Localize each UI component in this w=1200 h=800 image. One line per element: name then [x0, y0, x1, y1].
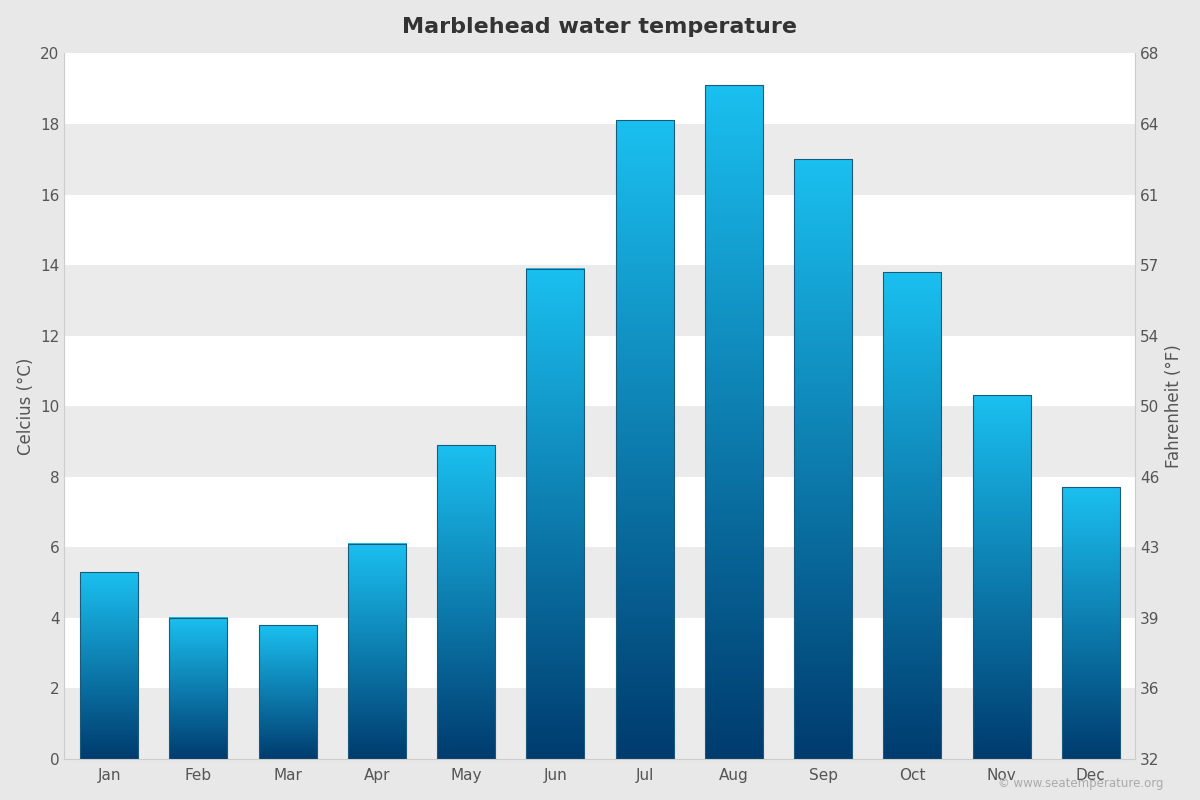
Bar — [794, 159, 852, 758]
Bar — [65, 477, 1135, 547]
Bar — [65, 688, 1135, 758]
Bar — [80, 572, 138, 758]
Bar — [65, 265, 1135, 335]
Bar — [616, 121, 673, 758]
Bar — [65, 335, 1135, 406]
Bar — [65, 124, 1135, 194]
Bar — [437, 445, 496, 758]
Text: © www.seatemperature.org: © www.seatemperature.org — [998, 778, 1164, 790]
Bar — [65, 547, 1135, 618]
Bar — [972, 395, 1031, 758]
Bar — [1062, 487, 1120, 758]
Title: Marblehead water temperature: Marblehead water temperature — [402, 17, 798, 37]
Bar — [883, 272, 941, 758]
Bar — [527, 269, 584, 758]
Bar — [169, 618, 227, 758]
Y-axis label: Celcius (°C): Celcius (°C) — [17, 358, 35, 454]
Bar — [65, 194, 1135, 265]
Bar — [704, 86, 763, 758]
Bar — [65, 618, 1135, 688]
Bar — [65, 54, 1135, 124]
Bar — [348, 543, 406, 758]
Bar — [258, 625, 317, 758]
Bar — [65, 406, 1135, 477]
Y-axis label: Fahrenheit (°F): Fahrenheit (°F) — [1165, 344, 1183, 468]
